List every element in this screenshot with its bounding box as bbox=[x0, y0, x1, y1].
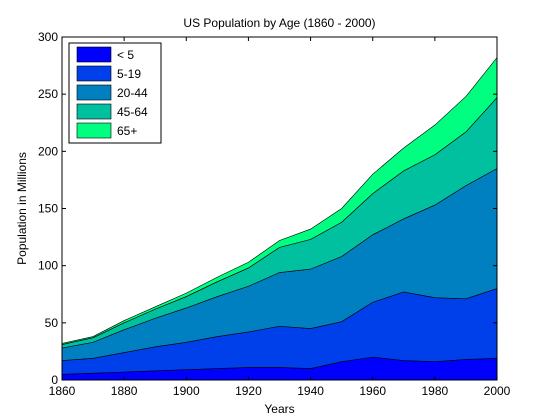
y-tick-label: 0 bbox=[51, 373, 58, 387]
y-axis: 0 50 100 150 200 250 300 bbox=[38, 30, 497, 387]
legend-label-lt-5: < 5 bbox=[117, 48, 134, 62]
legend-swatch-5-19 bbox=[76, 65, 112, 82]
legend-swatch-65plus bbox=[76, 122, 112, 139]
x-tick-label: 1880 bbox=[111, 384, 138, 398]
y-tick-label: 100 bbox=[38, 259, 58, 273]
x-tick-label: 1860 bbox=[49, 384, 76, 398]
y-tick-label: 250 bbox=[38, 87, 58, 101]
legend: < 5 5-19 20-44 45-64 65+ bbox=[68, 42, 162, 144]
x-tick-label: 1980 bbox=[422, 384, 449, 398]
legend-swatch-45-64 bbox=[76, 103, 112, 120]
x-tick-label: 1960 bbox=[359, 384, 386, 398]
legend-label-20-44: 20-44 bbox=[117, 86, 148, 100]
y-tick-label: 50 bbox=[45, 316, 59, 330]
x-axis-title: Years bbox=[264, 402, 294, 416]
legend-swatch-20-44 bbox=[76, 84, 112, 101]
legend-label-65plus: 65+ bbox=[117, 124, 137, 138]
area-layers bbox=[61, 56, 498, 381]
chart-title: US Population by Age (1860 - 2000) bbox=[183, 16, 375, 30]
x-tick-label: 1900 bbox=[173, 384, 200, 398]
y-axis-title: Population in Millions bbox=[15, 152, 29, 265]
legend-label-45-64: 45-64 bbox=[117, 105, 148, 119]
x-axis: 1860 1880 1900 1920 1940 1960 1980 2000 bbox=[49, 37, 511, 398]
y-tick-label: 300 bbox=[38, 30, 58, 44]
x-tick-label: 1920 bbox=[235, 384, 262, 398]
legend-swatch-lt-5 bbox=[76, 46, 112, 63]
x-tick-label: 1940 bbox=[297, 384, 324, 398]
y-tick-label: 200 bbox=[38, 144, 58, 158]
y-tick-label: 150 bbox=[38, 202, 58, 216]
x-tick-label: 2000 bbox=[484, 384, 511, 398]
legend-label-5-19: 5-19 bbox=[117, 67, 141, 81]
